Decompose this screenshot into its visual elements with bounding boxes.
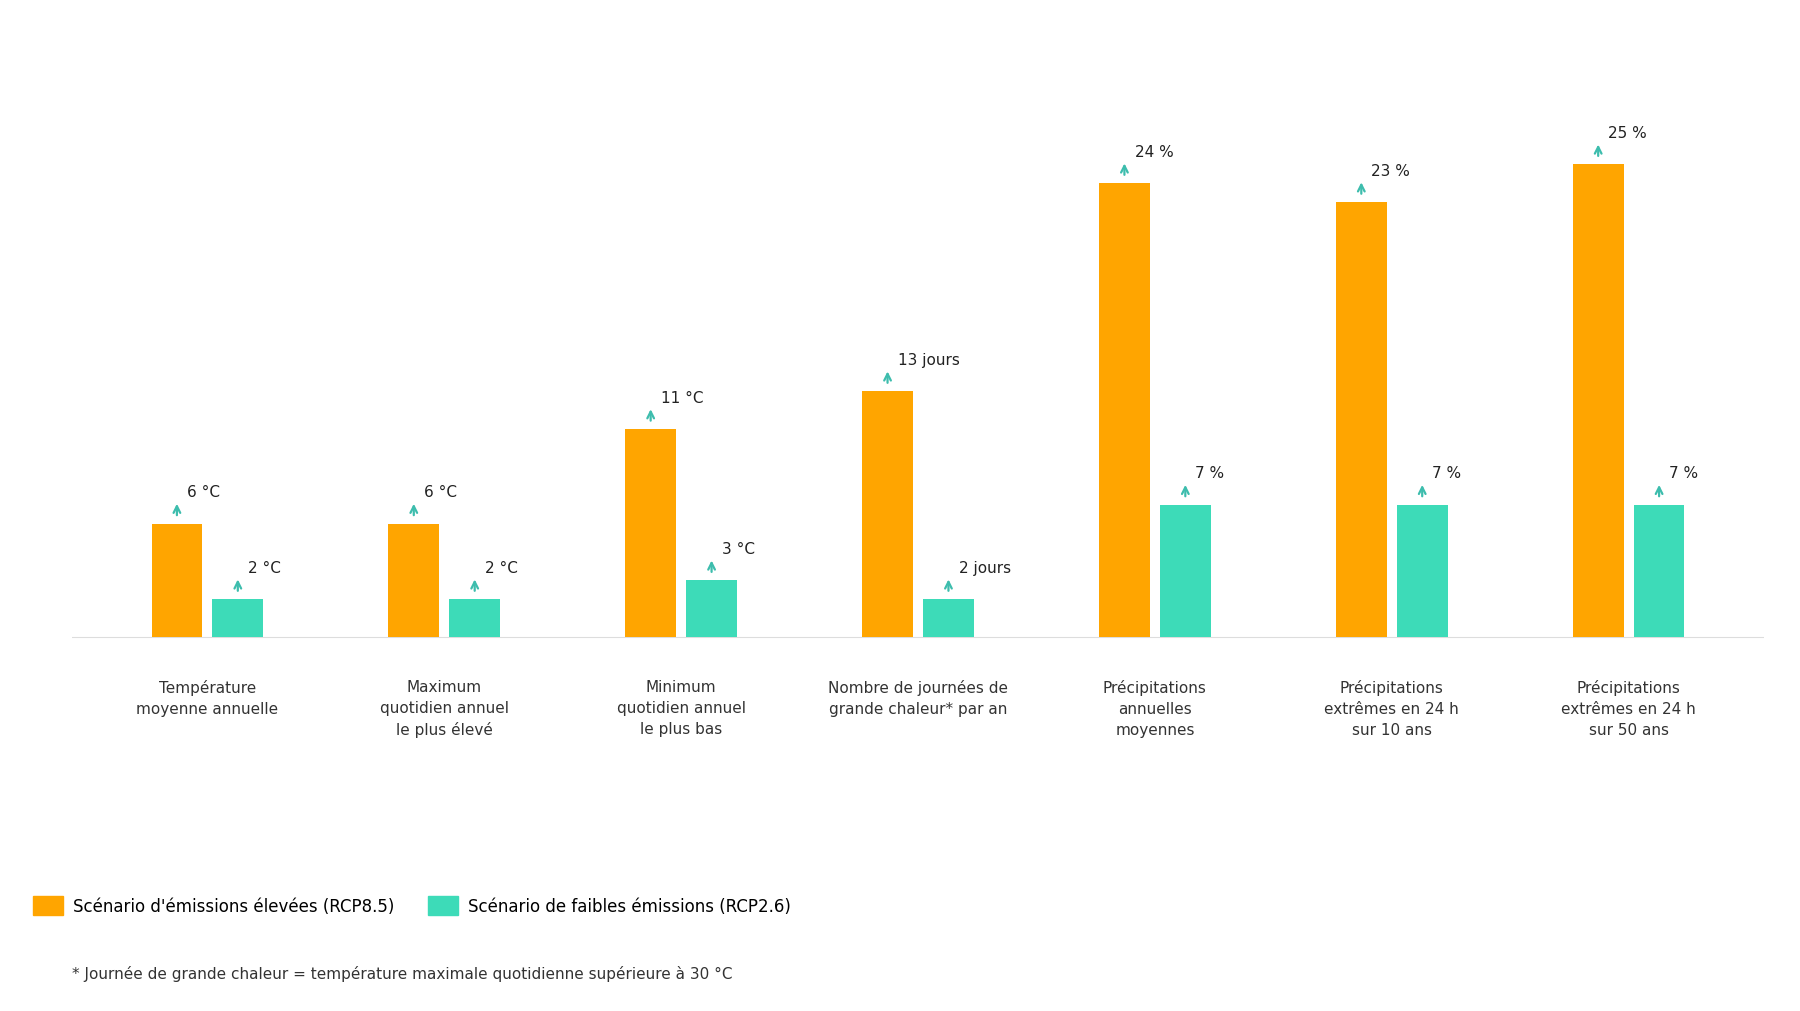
Text: 11 °C: 11 °C bbox=[661, 390, 704, 405]
Bar bbox=[625, 430, 677, 638]
Text: 2 °C: 2 °C bbox=[484, 560, 518, 575]
Text: Précipitations
extrêmes en 24 h
sur 10 ans: Précipitations extrêmes en 24 h sur 10 a… bbox=[1325, 679, 1460, 737]
Legend: Scénario d'émissions élevées (RCP8.5), Scénario de faibles émissions (RCP2.6): Scénario d'émissions élevées (RCP8.5), S… bbox=[27, 890, 797, 922]
Text: Précipitations
extrêmes en 24 h
sur 50 ans: Précipitations extrêmes en 24 h sur 50 a… bbox=[1561, 679, 1696, 737]
Bar bbox=[450, 600, 500, 638]
Bar bbox=[862, 392, 913, 638]
Bar bbox=[389, 524, 439, 638]
Text: Température
moyenne annuelle: Température moyenne annuelle bbox=[137, 679, 279, 716]
Bar bbox=[1336, 203, 1386, 638]
Text: 6 °C: 6 °C bbox=[425, 484, 457, 499]
Bar bbox=[151, 524, 202, 638]
Text: Précipitations
annuelles
moyennes: Précipitations annuelles moyennes bbox=[1103, 679, 1206, 737]
Text: 3 °C: 3 °C bbox=[722, 541, 754, 556]
Text: Maximum
quotidien annuel
le plus élevé: Maximum quotidien annuel le plus élevé bbox=[380, 679, 509, 737]
Bar bbox=[1100, 184, 1150, 638]
Bar bbox=[1634, 506, 1685, 638]
Text: 23 %: 23 % bbox=[1372, 164, 1411, 178]
Text: * Journée de grande chaleur = température maximale quotidienne supérieure à 30 °: * Journée de grande chaleur = températur… bbox=[72, 964, 733, 981]
Bar bbox=[1573, 165, 1624, 638]
Bar bbox=[686, 580, 736, 638]
Text: 7 %: 7 % bbox=[1433, 466, 1462, 480]
Bar bbox=[923, 600, 974, 638]
Text: 7 %: 7 % bbox=[1669, 466, 1699, 480]
Bar bbox=[1397, 506, 1447, 638]
Text: Nombre de journées de
grande chaleur* par an: Nombre de journées de grande chaleur* pa… bbox=[828, 679, 1008, 716]
Text: Minimum
quotidien annuel
le plus bas: Minimum quotidien annuel le plus bas bbox=[617, 679, 745, 736]
Text: 2 °C: 2 °C bbox=[248, 560, 281, 575]
Text: 6 °C: 6 °C bbox=[187, 484, 220, 499]
Text: 25 %: 25 % bbox=[1609, 125, 1647, 141]
Bar bbox=[212, 600, 263, 638]
Text: 13 jours: 13 jours bbox=[898, 353, 959, 367]
Text: 24 %: 24 % bbox=[1134, 145, 1174, 160]
Bar bbox=[1159, 506, 1211, 638]
Text: 7 %: 7 % bbox=[1195, 466, 1224, 480]
Text: 2 jours: 2 jours bbox=[959, 560, 1012, 575]
